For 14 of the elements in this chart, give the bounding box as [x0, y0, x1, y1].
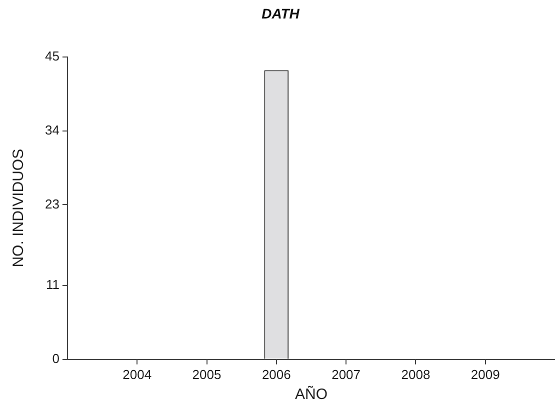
- x-tick-label: 2008: [401, 366, 430, 382]
- y-tick-label: 34: [44, 122, 60, 138]
- x-tick-label: 2006: [262, 366, 291, 382]
- chart-title: DATH: [262, 5, 300, 22]
- y-tick-label: 45: [44, 48, 60, 64]
- x-tick-label: 2005: [192, 366, 222, 382]
- x-tick-label: 2009: [470, 366, 500, 382]
- x-axis-title: AÑO: [294, 385, 328, 404]
- y-axis-title: NO. INDIVIDUOS: [10, 148, 28, 268]
- y-tick-label: 11: [46, 277, 60, 292]
- x-tick-label: 2004: [122, 366, 152, 382]
- y-tick-label: 0: [52, 350, 60, 366]
- x-tick-label: 2007: [332, 366, 361, 382]
- y-tick-label: 23: [44, 196, 60, 212]
